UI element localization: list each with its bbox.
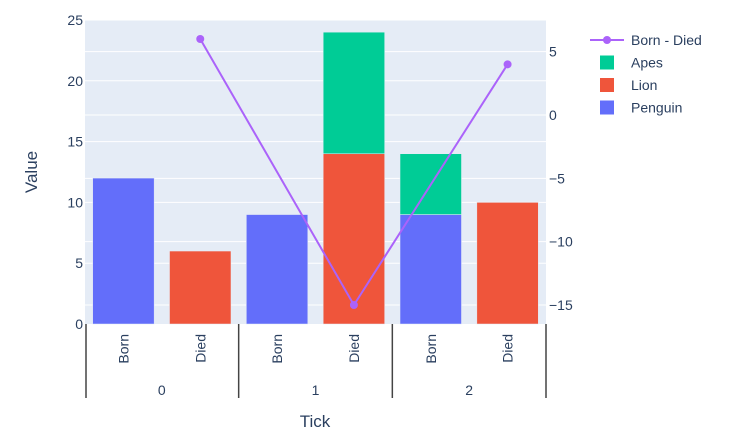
- x-axis: Born Died Born Died Born Died 0 1 2: [85, 324, 547, 398]
- bar-penguin: [92, 177, 155, 325]
- line-point: [349, 301, 358, 309]
- legend-label: Penguin: [631, 100, 682, 116]
- bar-lion: [322, 153, 385, 325]
- y-axis-ticks: 0 5 10 15 20 25: [67, 12, 83, 332]
- legend-label: Born - Died: [631, 32, 702, 48]
- bar-penguin: [399, 214, 462, 325]
- bar-lion: [476, 202, 539, 325]
- legend-swatch: [600, 100, 614, 115]
- bars: [92, 31, 539, 325]
- gridlines: [85, 19, 546, 306]
- y-tick-label: 10: [67, 194, 83, 210]
- line-series: [196, 35, 512, 309]
- y2-axis-ticks: 5 0 −5 −10 −15: [549, 44, 573, 313]
- bar-apes: [322, 31, 385, 155]
- legend-item-born-died[interactable]: Born - Died: [590, 32, 702, 48]
- x-tick-label: Born: [423, 334, 439, 364]
- legend-swatch: [600, 78, 614, 92]
- y2-tick-label: 0: [549, 107, 557, 123]
- legend-item-lion[interactable]: Lion: [600, 77, 657, 93]
- x-tick-label: Born: [269, 334, 285, 364]
- legend-label: Lion: [631, 77, 657, 93]
- legend-item-apes[interactable]: Apes: [600, 55, 663, 71]
- legend-label: Apes: [631, 55, 663, 71]
- x-tick-label: Died: [192, 334, 208, 363]
- bar-penguin: [246, 214, 309, 325]
- x-tick-label: Born: [115, 334, 131, 364]
- x-tick-label: Died: [500, 334, 516, 363]
- y-tick-label: 20: [67, 73, 83, 89]
- plot-background: [85, 20, 546, 324]
- bar-lion: [169, 250, 232, 325]
- line-point: [503, 60, 512, 69]
- legend[interactable]: Born - Died Apes Lion Penguin: [590, 32, 702, 116]
- y2-tick-label: −10: [549, 234, 573, 250]
- y-tick-label: 25: [67, 12, 83, 28]
- x-group-label: 1: [312, 382, 320, 398]
- legend-swatch: [600, 55, 614, 70]
- x-group-label: 2: [465, 382, 473, 398]
- y-tick-label: 0: [75, 316, 83, 332]
- y-tick-label: 15: [67, 134, 83, 150]
- x-group-label: 0: [158, 382, 166, 398]
- x-tick-label: Died: [346, 334, 362, 363]
- y2-tick-label: −5: [549, 170, 565, 186]
- y-axis-title: Value: [22, 151, 41, 193]
- line-point: [196, 35, 205, 43]
- y2-tick-label: −15: [549, 297, 573, 313]
- legend-marker: [603, 36, 611, 44]
- y2-tick-label: 5: [549, 44, 557, 60]
- y-tick-label: 5: [75, 255, 83, 271]
- legend-item-penguin[interactable]: Penguin: [600, 100, 682, 116]
- x-axis-title: Tick: [300, 412, 331, 431]
